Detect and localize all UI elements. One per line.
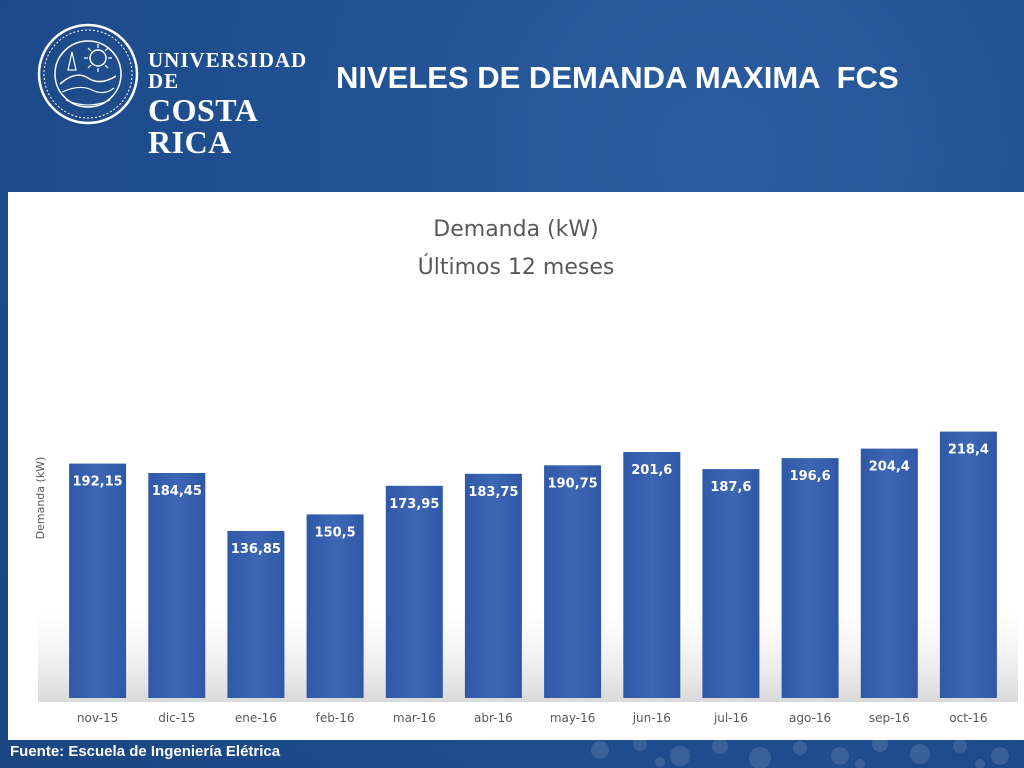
- demand-bar-chart: Demanda (kW) Últimos 12 meses Demanda (k…: [34, 217, 1018, 725]
- data-label-may-16: 190,75: [548, 476, 598, 491]
- bar-mar-16: [385, 485, 443, 698]
- university-seal-icon: [37, 23, 139, 125]
- x-tick-jun-16: jun-16: [632, 711, 671, 725]
- university-logo: UNIVERSIDAD DE COSTA RICA: [36, 22, 336, 158]
- bar-ene-16: [227, 531, 285, 698]
- bar-oct-16: [939, 431, 997, 698]
- data-label-jul-16: 187,6: [710, 480, 751, 495]
- bar-dic-15: [148, 473, 206, 698]
- bar-sep-16: [860, 448, 918, 698]
- data-label-mar-16: 173,95: [389, 497, 439, 512]
- data-label-oct-16: 218,4: [948, 443, 989, 458]
- bar-jun-16: [623, 452, 681, 698]
- data-label-nov-15: 192,15: [73, 475, 123, 490]
- data-label-jun-16: 201,6: [631, 463, 672, 478]
- chart-subtitle: Últimos 12 meses: [418, 254, 615, 280]
- x-tick-jul-16: jul-16: [713, 711, 748, 725]
- x-tick-mar-16: mar-16: [393, 711, 436, 725]
- bar-nov-15: [69, 463, 127, 698]
- bar-series: [69, 431, 997, 698]
- bar-abr-16: [464, 473, 522, 698]
- chart-panel: Demanda (kW) Últimos 12 meses Demanda (k…: [8, 192, 1024, 740]
- data-label-sep-16: 204,4: [869, 460, 910, 475]
- bar-may-16: [544, 465, 602, 698]
- bar-feb-16: [306, 514, 364, 698]
- footer-source: Fuente: Escuela de Ingeniería Elétrica: [10, 743, 281, 760]
- x-axis-ticks: nov-15 dic-15 ene-16 feb-16 mar-16 abr-16 may-…: [77, 711, 988, 725]
- data-label-ago-16: 196,6: [790, 469, 831, 484]
- x-tick-sep-16: sep-16: [869, 711, 910, 725]
- x-tick-may-16: may-16: [550, 711, 596, 725]
- data-labels: 192,15 184,45 136,85 150,5 173,95 183,75 190,7…: [73, 443, 989, 557]
- bar-ago-16: [781, 458, 839, 698]
- x-tick-ene-16: ene-16: [235, 711, 277, 725]
- y-axis-label: Demanda (kW): [34, 457, 47, 540]
- x-tick-nov-15: nov-15: [77, 711, 118, 725]
- x-tick-oct-16: oct-16: [949, 711, 987, 725]
- data-label-feb-16: 150,5: [315, 525, 356, 540]
- bar-jul-16: [702, 469, 760, 698]
- data-label-ene-16: 136,85: [231, 542, 281, 557]
- chart-title: Demanda (kW): [433, 217, 598, 242]
- university-name: UNIVERSIDAD DE COSTA RICA: [148, 48, 336, 160]
- x-tick-abr-16: abr-16: [474, 711, 513, 725]
- x-tick-feb-16: feb-16: [316, 711, 355, 725]
- data-label-abr-16: 183,75: [468, 485, 518, 500]
- x-tick-dic-15: dic-15: [158, 711, 195, 725]
- logo-line-1: UNIVERSIDAD DE: [148, 48, 308, 93]
- logo-line-2: COSTA RICA: [148, 92, 257, 160]
- x-tick-ago-16: ago-16: [789, 711, 831, 725]
- slide-title: NIVELES DE DEMANDA MAXIMA FCS: [336, 60, 899, 95]
- data-label-dic-15: 184,45: [152, 484, 202, 499]
